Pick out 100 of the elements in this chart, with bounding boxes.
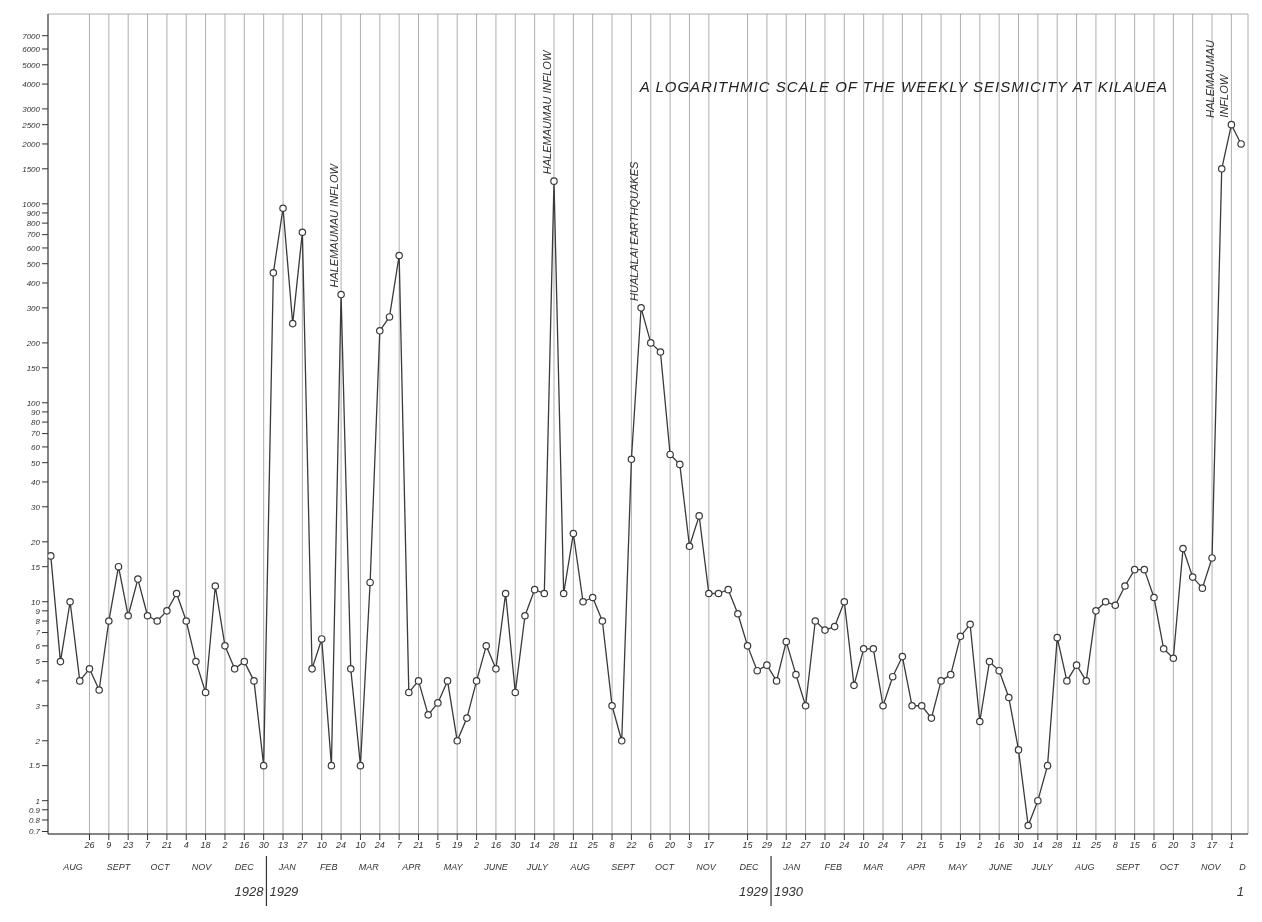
x-tick-label: 30 <box>510 840 521 851</box>
y-tick-label: 4 <box>35 676 41 686</box>
y-tick-label: 10 <box>31 597 41 607</box>
x-tick-label: 19 <box>452 840 463 851</box>
y-tick-label: 5000 <box>22 60 41 70</box>
x-tick-label: 22 <box>625 840 637 851</box>
x-tick-label: 14 <box>1032 840 1043 851</box>
x-tick-label: 6 <box>648 840 654 851</box>
x2-tick-label: JAN <box>782 862 801 872</box>
x-tick-label: 24 <box>335 840 347 851</box>
y-tick-label: 500 <box>26 259 41 269</box>
x-tick-label: 15 <box>1129 840 1141 851</box>
x2-tick-label: DEC <box>739 862 759 872</box>
x2-tick-label: JULY <box>1030 862 1054 872</box>
x2-tick-label: APR <box>401 862 422 872</box>
x-tick-label: 7 <box>145 840 152 851</box>
x-tick-label: 24 <box>373 840 385 851</box>
x-tick-label: 21 <box>412 840 424 851</box>
ref-line-label: 1929 1930 <box>739 884 804 899</box>
y-tick-label: 0.9 <box>28 805 41 815</box>
x2-tick-label: SEPT <box>1115 862 1141 872</box>
x-tick-label: 2 <box>473 840 480 851</box>
x2-tick-label: SEPT <box>611 862 637 872</box>
x-tick-label: 23 <box>122 840 134 851</box>
x-tick-label: 11 <box>568 840 579 851</box>
y-tick-label: 40 <box>31 477 41 487</box>
y-tick-label: 80 <box>31 417 41 427</box>
ref-line-label: 1928 1929 <box>234 884 299 899</box>
x-tick-label: 16 <box>994 840 1005 851</box>
y-tick-label: 4000 <box>22 79 41 89</box>
x2-tick-label: JUNE <box>987 862 1014 872</box>
x2-tick-label: AUG <box>569 862 591 872</box>
y-tick-label: 7 <box>35 628 41 638</box>
x2-tick-label: OCT <box>150 862 171 872</box>
y-tick-label: 2 <box>34 736 41 746</box>
x-tick-label: 27 <box>296 840 309 851</box>
x-tick-label: 10 <box>819 840 830 851</box>
x-tick-label: 3 <box>686 840 692 851</box>
x2-tick-label: MAY <box>443 862 464 872</box>
y-tick-label: 6000 <box>22 44 41 54</box>
x-tick-label: 17 <box>703 840 715 851</box>
y-tick-label: 0.8 <box>28 815 41 825</box>
annotation: HALEMAUMAU INFLOW <box>1204 39 1231 118</box>
x-tick-label: 10 <box>858 840 869 851</box>
x-tick-label: 15 <box>742 840 754 851</box>
x2-tick-label: MAY <box>948 862 969 872</box>
y-tick-label: 1500 <box>22 164 41 174</box>
x-tick-label: 12 <box>781 840 792 851</box>
x2-tick-label: MAR <box>863 862 884 872</box>
x-tick-label: 14 <box>529 840 540 851</box>
x2-tick-label: NOV <box>1200 862 1222 872</box>
x-tick-label: 30 <box>258 840 269 851</box>
x-tick-label: 6 <box>1151 840 1157 851</box>
y-tick-label: 20 <box>30 537 41 547</box>
y-tick-label: 800 <box>26 218 41 228</box>
x-tick-label: 29 <box>760 840 772 851</box>
x-tick-label: 30 <box>1013 840 1024 851</box>
x2-tick-label: SEPT <box>106 862 132 872</box>
x2-tick-label: JUNE <box>483 862 509 872</box>
x2-tick-label: JULY <box>525 862 549 872</box>
y-tick-label: 5 <box>35 657 41 667</box>
x-tick-label: 16 <box>490 840 501 851</box>
x-tick-label: 18 <box>200 840 211 851</box>
x2-tick-label: AUG <box>62 862 83 872</box>
x-tick-label: 24 <box>838 840 850 851</box>
y-tick-label: 1 <box>35 796 40 806</box>
x-tick-label: 1 <box>1228 840 1234 851</box>
y-tick-label: 150 <box>26 363 41 373</box>
x-tick-label: 10 <box>316 840 327 851</box>
y-tick-label: 900 <box>26 208 41 218</box>
y-tick-label: 15 <box>31 562 41 572</box>
y-tick-label: 9 <box>35 606 41 616</box>
y-tick-label: 30 <box>31 502 41 512</box>
y-tick-label: 700 <box>26 230 41 240</box>
x-tick-label: 5 <box>435 840 442 851</box>
x2-tick-label: FEB <box>824 862 843 872</box>
x2-tick-label: MAR <box>358 862 380 872</box>
y-tick-label: 3 <box>35 701 41 711</box>
y-tick-label: 1.5 <box>28 761 41 771</box>
y-tick-label: 90 <box>31 407 41 417</box>
annotation: HALEMAUMAU INFLOW <box>328 162 341 288</box>
x-tick-label: 20 <box>1167 840 1179 851</box>
y-tick-label: 600 <box>26 243 41 253</box>
x-tick-label: 17 <box>1207 840 1219 851</box>
y-tick-label: 300 <box>26 303 41 313</box>
x-tick-label: 16 <box>239 840 250 851</box>
x-tick-label: 19 <box>955 840 966 851</box>
y-tick-label: 7000 <box>22 31 41 41</box>
y-tick-label: 2000 <box>21 139 41 149</box>
x-tick-label: 5 <box>938 840 945 851</box>
y-tick-label: 6 <box>35 641 41 651</box>
x2-tick-label: APR <box>905 862 926 872</box>
x-tick-label: 3 <box>1190 840 1196 851</box>
y-tick-label: 8 <box>35 616 41 626</box>
x-tick-label: 4 <box>183 840 189 851</box>
x-tick-label: 7 <box>396 840 403 851</box>
x-tick-label: 9 <box>106 840 112 851</box>
x2-tick-label: OCT <box>1159 862 1181 872</box>
x2-tick-label: AUG <box>1074 862 1095 872</box>
x-tick-label: 21 <box>915 840 927 851</box>
